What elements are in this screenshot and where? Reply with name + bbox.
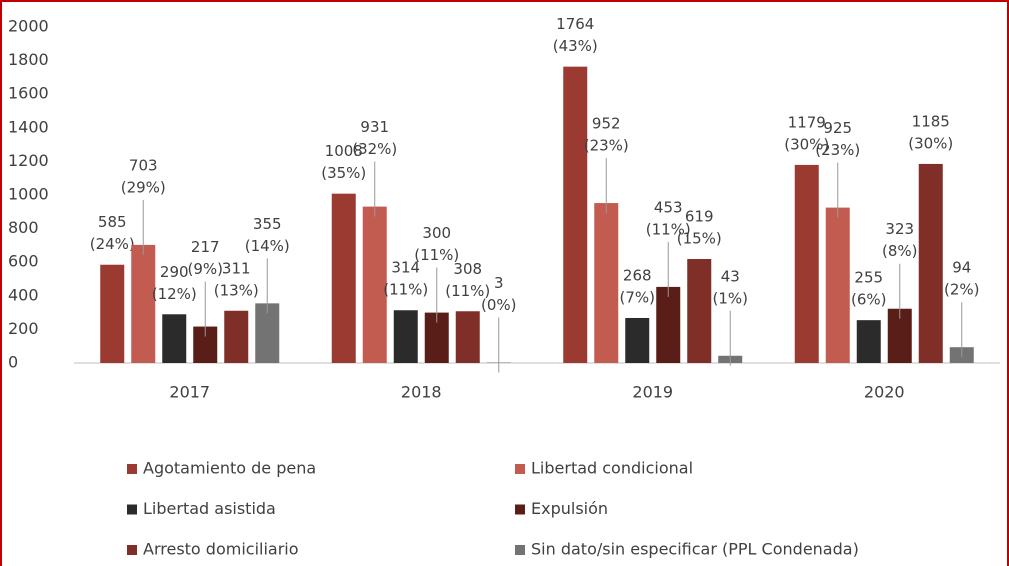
percent-label: (0%) — [481, 296, 517, 314]
bar — [825, 207, 850, 363]
percent-label: (14%) — [245, 237, 290, 255]
y-tick-label: 800 — [8, 218, 39, 237]
value-label: 925 — [823, 119, 852, 137]
bar — [563, 66, 588, 363]
value-label: 1764 — [556, 15, 594, 33]
legend-label: Libertad asistida — [143, 499, 276, 518]
bar — [656, 286, 681, 363]
percent-label: (15%) — [677, 230, 722, 248]
percent-label: (24%) — [90, 235, 135, 253]
percent-label: (23%) — [584, 137, 629, 155]
percent-label: (11%) — [383, 281, 428, 299]
value-label: 1179 — [788, 113, 826, 131]
y-tick-label: 1800 — [8, 50, 49, 69]
bar — [455, 311, 480, 363]
y-tick-label: 600 — [8, 252, 39, 271]
value-label: 290 — [160, 263, 189, 281]
y-tick-label: 200 — [8, 319, 39, 338]
value-label: 952 — [592, 115, 621, 133]
x-tick-label: 2019 — [632, 383, 673, 402]
y-tick-label: 1400 — [8, 117, 49, 136]
x-tick-label: 2017 — [169, 383, 210, 402]
value-label: 43 — [721, 267, 740, 285]
value-label: 311 — [222, 259, 251, 277]
value-label: 703 — [129, 156, 158, 174]
percent-label: (6%) — [851, 291, 887, 309]
legend-label: Agotamiento de pena — [143, 459, 316, 478]
percent-label: (8%) — [882, 242, 918, 260]
bar — [100, 264, 125, 363]
bar — [131, 244, 156, 363]
percent-label: (30%) — [784, 135, 829, 153]
percent-label: (9%) — [187, 260, 223, 278]
percent-label: (43%) — [553, 37, 598, 55]
bar — [224, 310, 249, 363]
value-label: 1185 — [912, 112, 950, 130]
value-label: 619 — [685, 208, 714, 226]
value-label: 931 — [360, 118, 389, 136]
percent-label: (7%) — [619, 288, 655, 306]
value-label: 268 — [623, 266, 652, 284]
percent-label: (12%) — [152, 285, 197, 303]
value-label: 453 — [654, 198, 683, 216]
value-label: 300 — [422, 224, 451, 242]
y-tick-label: 1200 — [8, 151, 49, 170]
value-label: 1008 — [325, 142, 363, 160]
y-tick-label: 400 — [8, 285, 39, 304]
percent-label: (30%) — [908, 134, 953, 152]
value-label: 308 — [453, 260, 482, 278]
legend-label: Libertad condicional — [531, 459, 693, 478]
value-label: 585 — [98, 213, 127, 231]
y-tick-label: 1600 — [8, 84, 49, 103]
value-label: 217 — [191, 238, 220, 256]
legend-label: Arresto domiciliario — [143, 540, 299, 559]
legend-swatch — [515, 464, 525, 474]
value-label: 323 — [885, 220, 914, 238]
percent-label: (29%) — [121, 178, 166, 196]
percent-label: (23%) — [815, 141, 860, 159]
y-tick-label: 0 — [8, 353, 18, 372]
bar — [918, 163, 943, 363]
bar — [687, 259, 712, 363]
percent-label: (11%) — [414, 246, 459, 264]
value-label: 255 — [854, 269, 883, 287]
bar — [625, 317, 650, 363]
percent-label: (11%) — [445, 282, 490, 300]
percent-label: (11%) — [646, 220, 691, 238]
percent-label: (32%) — [352, 140, 397, 158]
percent-label: (2%) — [944, 281, 980, 299]
value-label: 94 — [952, 259, 971, 277]
legend-swatch — [127, 545, 137, 555]
bar — [362, 206, 387, 363]
bar — [393, 310, 418, 363]
legend-swatch — [127, 464, 137, 474]
bar — [794, 164, 819, 363]
x-tick-label: 2020 — [864, 383, 905, 402]
legend-label: Expulsión — [531, 499, 608, 518]
bar — [594, 203, 619, 363]
legend-swatch — [515, 504, 525, 515]
y-tick-label: 1000 — [8, 185, 49, 204]
legend-swatch — [127, 504, 137, 515]
legend-swatch — [515, 545, 525, 555]
bar — [856, 320, 881, 363]
bar — [331, 193, 356, 363]
legend-label: Sin dato/sin especificar (PPL Condenada) — [531, 540, 859, 559]
value-label: 355 — [253, 215, 282, 233]
bar — [162, 314, 187, 363]
y-tick-label: 2000 — [8, 17, 49, 36]
percent-label: (35%) — [321, 164, 366, 182]
percent-label: (1%) — [712, 289, 748, 307]
value-label: 314 — [391, 259, 420, 277]
value-label: 3 — [494, 274, 504, 292]
percent-label: (13%) — [214, 281, 259, 299]
x-tick-label: 2018 — [401, 383, 442, 402]
